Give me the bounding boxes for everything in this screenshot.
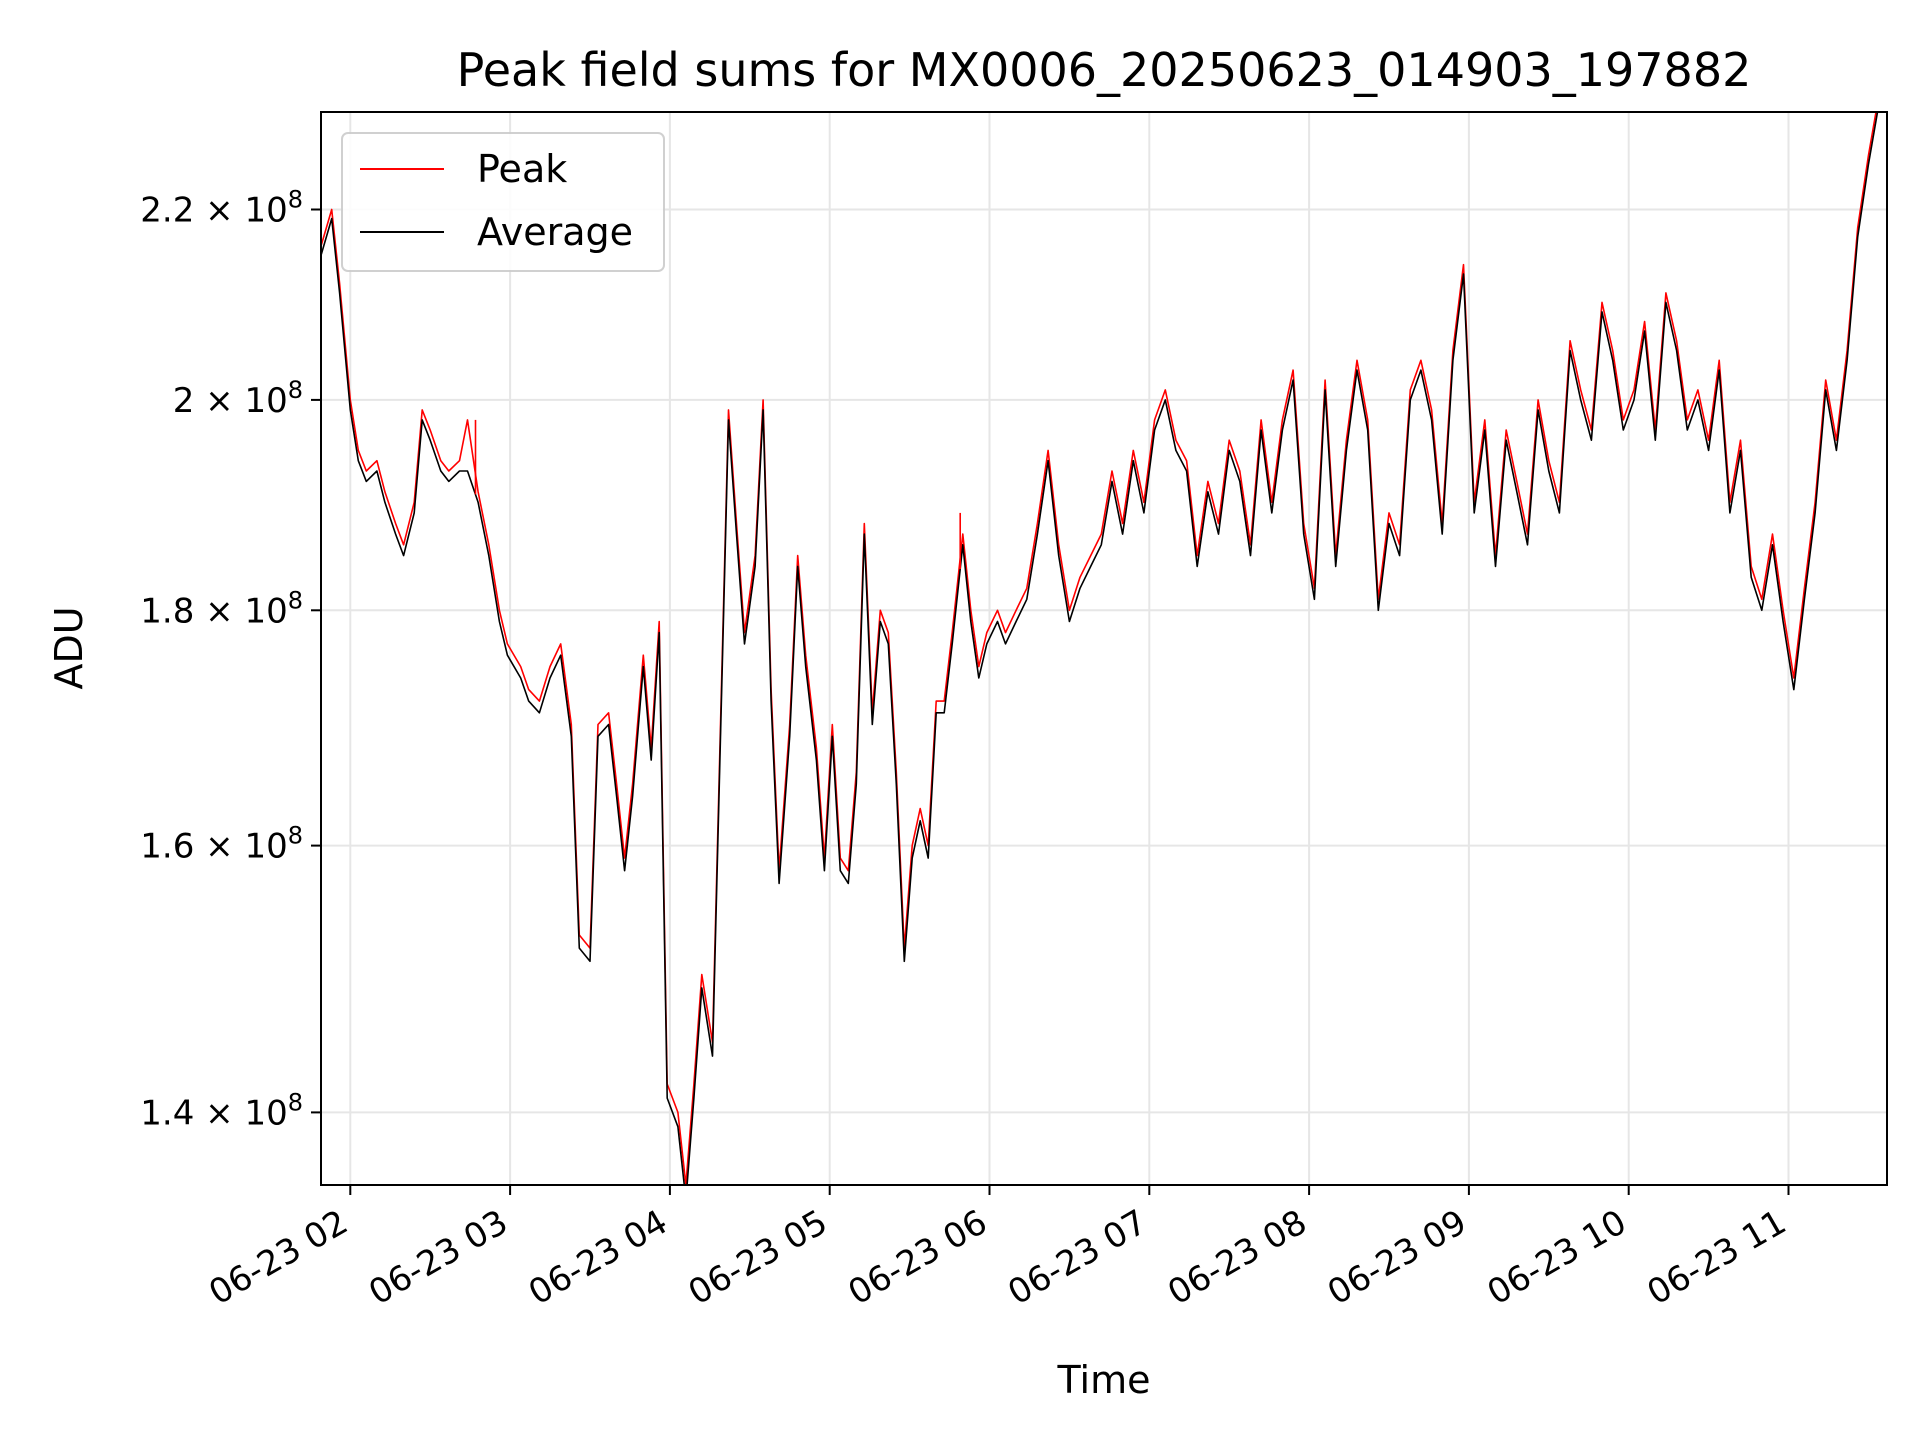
y-tick-mantissa: 1.6	[140, 827, 194, 867]
plot-frame	[320, 111, 1888, 1186]
y-tick-times: ×	[194, 191, 244, 231]
y-tick-exponent: 8	[288, 1088, 303, 1116]
y-tick-mantissa: 1.8	[140, 591, 194, 631]
y-tick-base: 10	[244, 827, 287, 867]
y-tick-times: ×	[194, 591, 244, 631]
legend-box	[341, 132, 665, 272]
y-tick-mantissa: 2	[173, 381, 195, 421]
y-tick-mantissa: 2.2	[140, 191, 194, 231]
y-tick-exponent: 8	[288, 186, 303, 214]
series-layer	[321, 112, 1879, 1185]
y-tick-label: 1.6 × 108	[140, 822, 303, 867]
y-tick-base: 10	[244, 191, 287, 231]
y-tick-label: 2 × 108	[173, 376, 303, 421]
y-tick-label: 2.2 × 108	[140, 186, 303, 231]
chart-title: Peak field sums for MX0006_20250623_0149…	[457, 43, 1752, 97]
y-tick-exponent: 8	[288, 376, 303, 404]
legend-label-average: Average	[477, 210, 633, 254]
y-tick-times: ×	[194, 1093, 244, 1133]
y-tick-exponent: 8	[288, 822, 303, 850]
y-tick-label: 1.4 × 108	[140, 1088, 303, 1133]
series-line-average	[321, 112, 1879, 1185]
y-axis-label: ADU	[47, 606, 91, 689]
y-tick-base: 10	[244, 1093, 287, 1133]
y-tick-times: ×	[194, 827, 244, 867]
y-tick-label: 1.8 × 108	[140, 586, 303, 631]
y-tick-base: 10	[244, 381, 287, 421]
spike-markers	[474, 419, 962, 570]
y-tick-times: ×	[194, 381, 244, 421]
plot-area	[321, 112, 1887, 1185]
x-axis-label: Time	[1057, 1358, 1151, 1402]
y-tick-base: 10	[244, 591, 287, 631]
y-tick-mantissa: 1.4	[140, 1093, 194, 1133]
legend: Peak Average	[341, 132, 665, 272]
legend-label-peak: Peak	[477, 147, 567, 191]
y-tick-exponent: 8	[288, 586, 303, 614]
